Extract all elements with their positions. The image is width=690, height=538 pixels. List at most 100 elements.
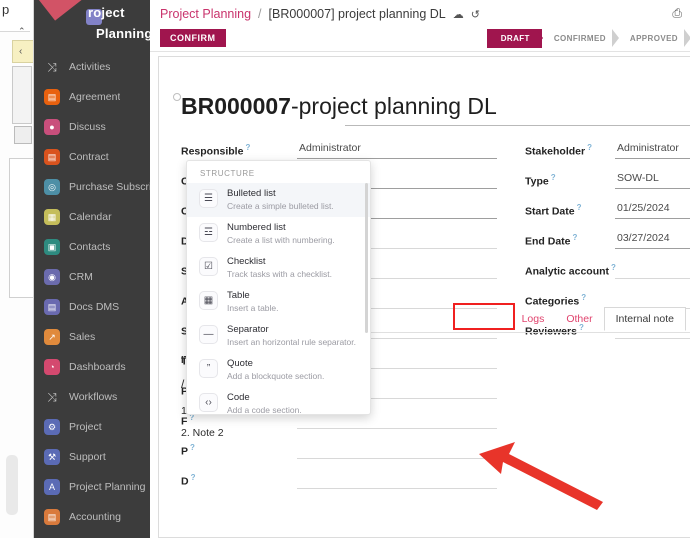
crm-icon: ◉ [44, 269, 60, 285]
checklist-icon: ☑ [199, 257, 218, 276]
sidebar-item-docs-dms[interactable]: ▤ Docs DMS [34, 292, 150, 322]
sidebar-item-accounting[interactable]: ▤ Accounting [34, 502, 150, 532]
palette-item-title: Numbered list [227, 222, 286, 233]
contacts-icon: ▣ [44, 239, 60, 255]
sidebar-item-activities[interactable]: ⤨ Activities [34, 52, 150, 82]
palette-item-description: Add a code section. [227, 405, 302, 415]
status-draft[interactable]: DRAFT [486, 29, 543, 48]
field-help-icon[interactable]: ? [189, 413, 195, 422]
field-help-icon[interactable]: ? [245, 143, 251, 152]
field-help-icon[interactable]: ? [578, 323, 584, 332]
palette-item-checklist[interactable]: ☑ Checklist Track tasks with a checklist. [187, 251, 370, 285]
scroll-extra-button[interactable]: ▲ [14, 126, 43, 267]
note-list-item[interactable]: 2. Note 2 [181, 427, 224, 439]
scroll-buttons-group[interactable]: ▲ ▲ ▼ [12, 66, 40, 180]
palette-item-bulleted-list[interactable]: ☰ Bulleted list Create a simple bulleted l… [187, 183, 370, 217]
numbered-list-icon: ☲ [199, 223, 218, 242]
palette-item-code[interactable]: ‹› Code Add a code section. [187, 387, 370, 415]
field-help-icon[interactable]: ? [572, 233, 578, 242]
field-label-text: P [181, 445, 189, 458]
sidebar-item-project[interactable]: ⚙ Project [34, 412, 150, 442]
favorite-star-icon[interactable] [173, 93, 181, 101]
tab-internal-note[interactable]: Internal note [603, 307, 686, 331]
chevron-up-icon[interactable]: ⌃ [18, 26, 26, 36]
status-approved[interactable]: APPROVED [618, 29, 690, 48]
quote-icon: ” [199, 359, 218, 378]
field-value[interactable]: Administrator [299, 142, 361, 154]
field-underline [297, 368, 497, 369]
field-help-icon[interactable]: ? [190, 473, 196, 482]
field-help-icon[interactable]: ? [611, 263, 616, 272]
sidebar-item-purchase-subscriptio[interactable]: ◎ Purchase Subscriptio... [34, 172, 150, 202]
chrome-bottom-tab[interactable] [6, 455, 18, 515]
tab-other[interactable]: Other [566, 313, 593, 325]
field-value[interactable]: 03/27/2024 [617, 232, 670, 244]
sidebar-item-contract[interactable]: ▤ Contract [34, 142, 150, 172]
field-help-icon[interactable]: ? [550, 173, 556, 182]
chevron-left-icon[interactable]: ‹ [19, 46, 23, 57]
field-label-text: P [181, 385, 189, 398]
breadcrumb-root[interactable]: Project Planning [160, 7, 252, 21]
palette-item-table[interactable]: ▦ Table Insert a table. [187, 285, 370, 319]
field-label: Analytic account? [525, 263, 616, 278]
support-icon: ⚒ [44, 449, 60, 465]
palette-scrollbar[interactable] [365, 183, 368, 333]
sidebar-item-label: Project Planning [69, 481, 146, 493]
sidebar-item-label: Support [69, 451, 106, 463]
sidebar-item-sales[interactable]: ↗ Sales [34, 322, 150, 352]
sidebar-item-crm[interactable]: ◉ CRM [34, 262, 150, 292]
contract-icon: ▤ [44, 149, 60, 165]
app-sidebar: roject Planning ITIS (Bnk-24-J ⤨ Activiti… [34, 0, 150, 538]
tab-logs[interactable]: Logs [521, 313, 545, 325]
field-label-text: Start Date [525, 205, 575, 218]
collapse-panel-handle[interactable]: ‹ [12, 40, 34, 63]
sidebar-item-workflows[interactable]: ⤨ Workflows [34, 382, 150, 412]
field-help-icon[interactable]: ? [190, 443, 195, 452]
chrome-side-panel [9, 158, 34, 298]
sidebar-item-discuss[interactable]: ● Discuss [34, 112, 150, 142]
field-value[interactable]: 01/25/2024 [617, 202, 670, 214]
confirm-button[interactable]: CONFIRM [160, 29, 226, 47]
cloud-save-icon[interactable]: ☁ [452, 8, 464, 21]
field-label: F? [181, 413, 194, 428]
form-field-row: Responsible? Administrator [181, 139, 497, 169]
project-planning-icon: A [44, 479, 60, 495]
field-help-icon[interactable]: ? [581, 293, 587, 302]
sidebar-item-agreement[interactable]: ▤ Agreement [34, 82, 150, 112]
palette-item-separator[interactable]: — Separator Insert an horizontal rule sepa… [187, 319, 370, 353]
sidebar-item-support[interactable]: ⚒ Support [34, 442, 150, 472]
field-help-icon[interactable]: ? [587, 143, 592, 152]
palette-item-description: Insert an horizontal rule separator. [227, 337, 356, 347]
action-bar: CONFIRM DRAFT CONFIRMED APPROVED [150, 28, 690, 52]
print-icon[interactable]: ⎙ [672, 6, 682, 20]
sidebar-item-dashboards[interactable]: ◔ Dashboards [34, 352, 150, 382]
undo-icon[interactable]: ↺ [470, 8, 480, 21]
form-field-row: D? [181, 469, 497, 499]
palette-item-description: Insert a table. [227, 303, 279, 313]
sidebar-brand[interactable]: roject Planning ITIS (Bnk-24-J [34, 0, 150, 52]
sidebar-item-project-planning[interactable]: A Project Planning [34, 472, 150, 502]
status-confirmed[interactable]: CONFIRMED [542, 29, 619, 48]
field-help-icon[interactable]: ? [576, 203, 582, 212]
palette-item-quote[interactable]: ” Quote Add a blockquote section. [187, 353, 370, 387]
field-value[interactable]: Administrator [617, 142, 679, 154]
field-label-text: Reviewers [525, 325, 577, 338]
slash-command-palette[interactable]: STRUCTURE ☰ Bulleted list Create a simple … [186, 160, 371, 415]
sidebar-item-calendar[interactable]: ▦ Calendar [34, 202, 150, 232]
field-underline [297, 398, 497, 399]
field-underline [297, 458, 497, 459]
sales-icon: ↗ [44, 329, 60, 345]
breadcrumb-current: [BR000007] project planning DL [268, 7, 446, 21]
sidebar-item-label: Activities [69, 61, 111, 73]
sidebar-item-label: CRM [69, 271, 93, 283]
palette-item-description: Track tasks with a checklist. [227, 269, 333, 279]
table-icon: ▦ [199, 291, 218, 310]
project-icon: ⚙ [44, 419, 60, 435]
field-label: Reviewers? [525, 323, 584, 338]
field-value[interactable]: SOW-DL [617, 172, 659, 184]
palette-item-numbered-list[interactable]: ☲ Numbered list Create a list with numberi… [187, 217, 370, 251]
sidebar-item-contacts[interactable]: ▣ Contacts [34, 232, 150, 262]
sidebar-item-label: Discuss [69, 121, 106, 133]
form-field-row: F? [181, 409, 497, 439]
